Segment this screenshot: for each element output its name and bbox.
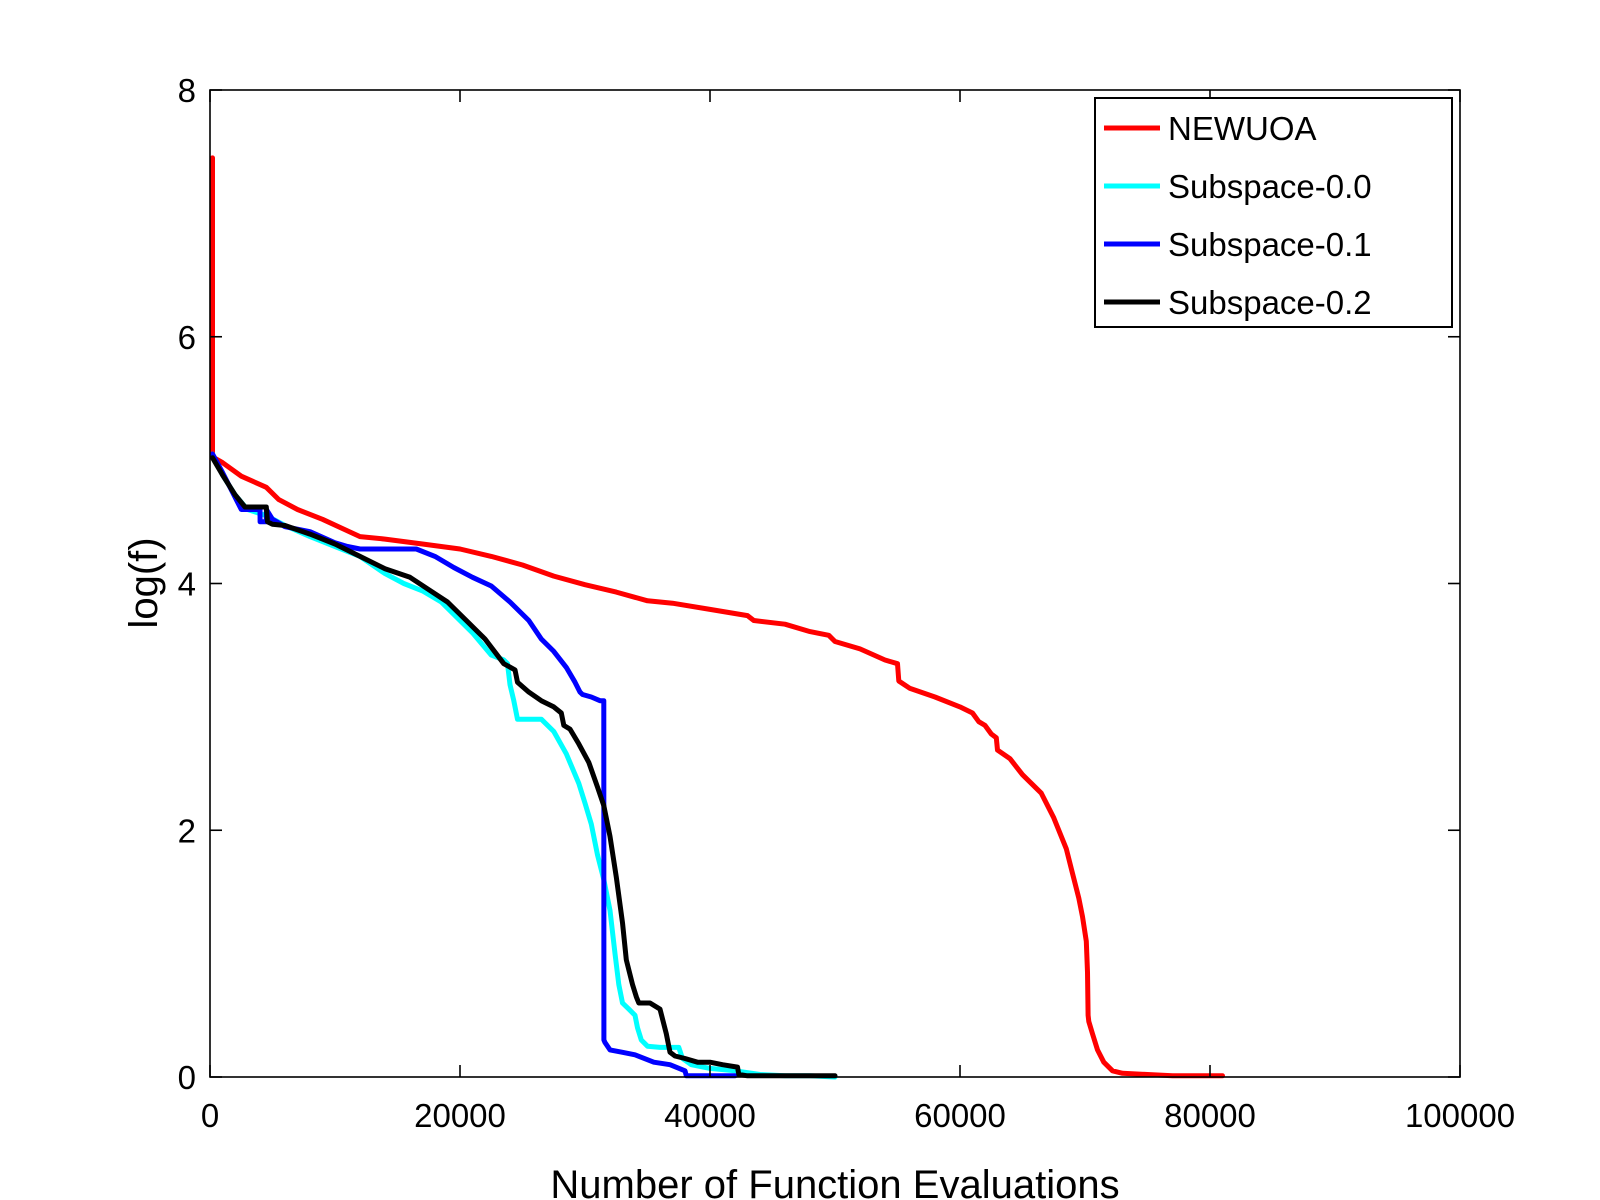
series-layer	[210, 155, 1225, 1080]
x-tick-label: 80000	[1164, 1097, 1256, 1134]
x-tick-label: 20000	[414, 1097, 506, 1134]
x-tick-label: 0	[201, 1097, 219, 1134]
tick-label-layer: 0 20000 40000 60000 80000 100000 0 2 4 6 8	[178, 72, 1515, 1134]
legend-entries: NEWUOA Subspace-0.0 Subspace-0.1 Subspace-0…	[1104, 110, 1372, 321]
y-tick-label: 4	[178, 566, 196, 603]
legend-label: Subspace-0.1	[1168, 226, 1372, 263]
tick-layer	[209, 89, 1461, 1078]
x-tick-label: 100000	[1405, 1097, 1515, 1134]
legend: NEWUOA Subspace-0.0 Subspace-0.1 Subspace-0…	[1094, 97, 1453, 328]
y-tick-label: 0	[178, 1059, 196, 1096]
legend-label: NEWUOA	[1168, 110, 1317, 147]
legend-label: Subspace-0.2	[1168, 284, 1372, 321]
x-tick-label: 60000	[914, 1097, 1006, 1134]
x-tick-label: 40000	[664, 1097, 756, 1134]
y-axis-label: log(f)	[122, 537, 166, 628]
x-axis-label: Number of Function Evaluations	[550, 1163, 1119, 1200]
series-line-0	[210, 155, 1225, 1079]
legend-box	[1094, 97, 1453, 328]
series-line-3	[210, 455, 838, 1079]
legend-label: Subspace-0.0	[1168, 168, 1372, 205]
y-tick-label: 2	[178, 812, 196, 849]
y-tick-label: 6	[178, 319, 196, 356]
y-tick-label: 8	[178, 72, 196, 109]
